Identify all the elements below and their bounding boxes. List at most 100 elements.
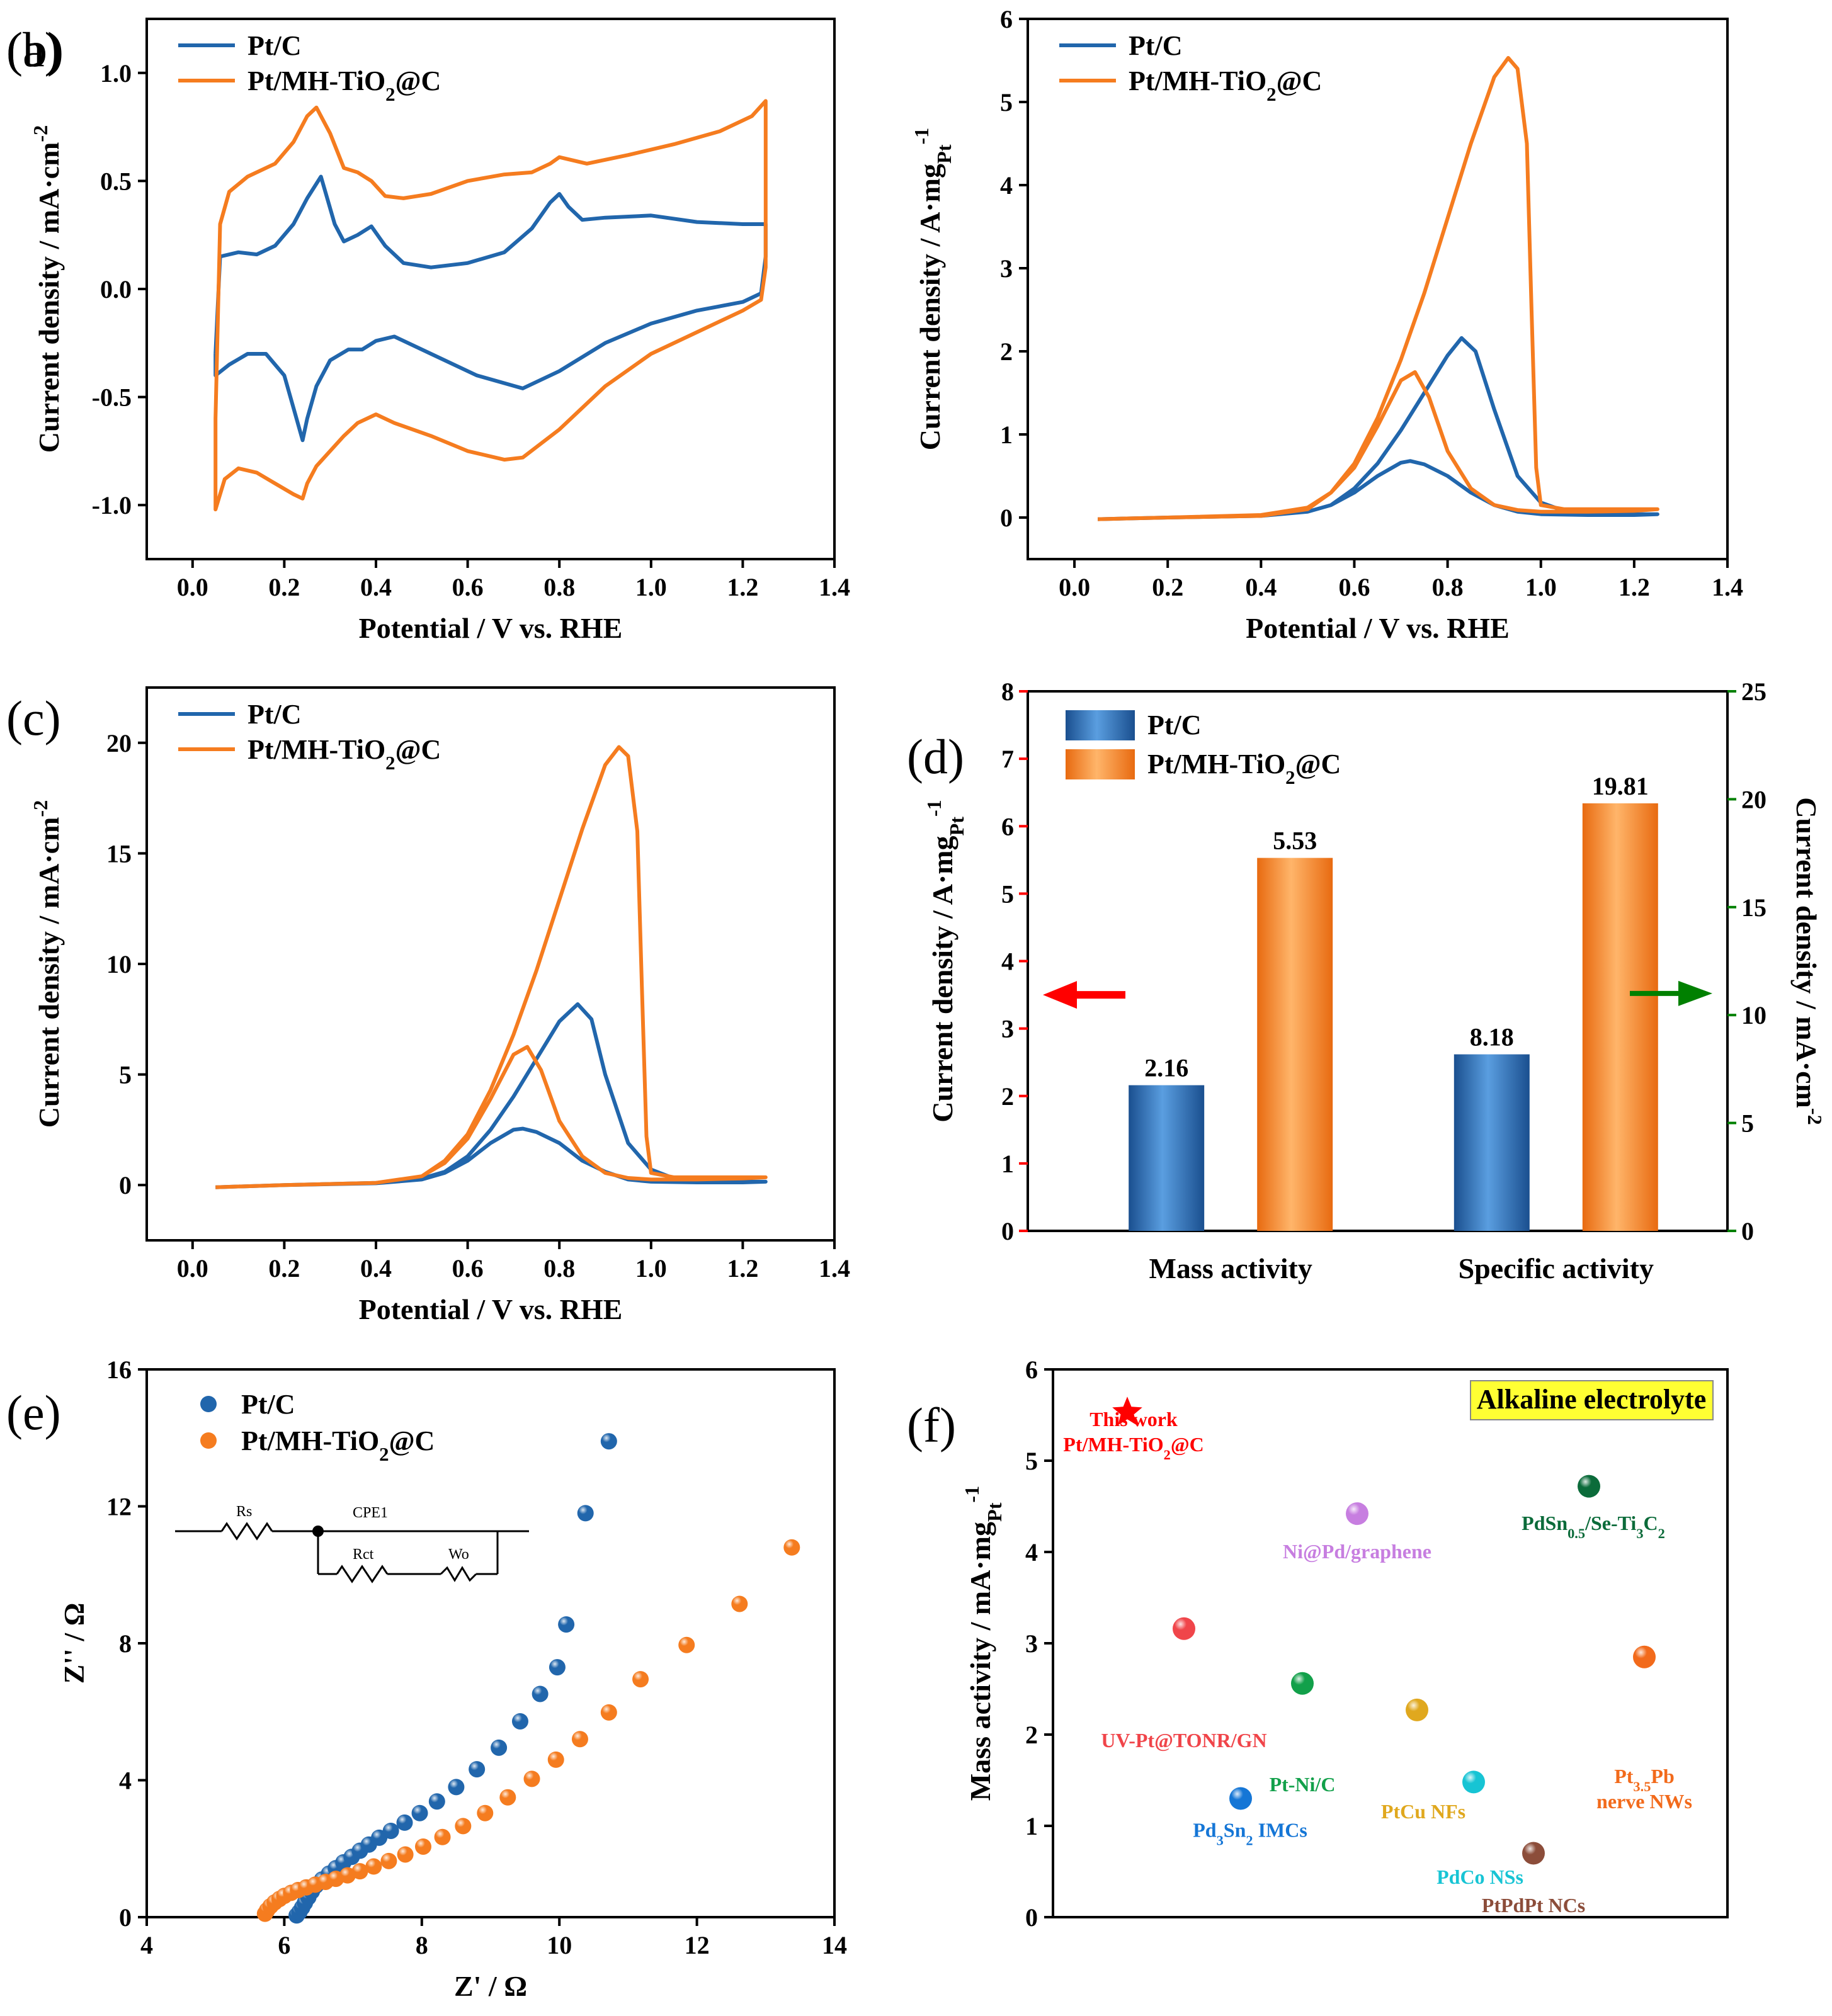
panel-b-axes-frame — [1027, 18, 1729, 560]
panel-c-label: (c) — [6, 691, 61, 745]
panel-a-ytick-label: 0.5 — [100, 167, 132, 195]
panel-e-point-highlight — [558, 1616, 575, 1633]
panel-f-point-highlight — [1578, 1475, 1600, 1498]
circuit-label-cpe1: CPE1 — [353, 1505, 388, 1521]
panel-d-ytick-left-label: 6 — [1001, 812, 1014, 841]
circuit-label-rct: Rct — [353, 1546, 374, 1563]
panel-a-ytick-label: 1.0 — [100, 59, 132, 88]
panel-a-ytick-label: -1.0 — [92, 491, 132, 519]
panel-e-point-highlight — [455, 1818, 472, 1835]
panel-d-ytick-right-label: 10 — [1741, 1001, 1767, 1029]
panel-b-ytick-label: 6 — [1000, 5, 1013, 33]
panel-b-xtick-label: 0.0 — [1059, 573, 1090, 601]
panel-e-ytick-label: 12 — [106, 1493, 132, 1521]
panel-e-xtick-label: 10 — [547, 1931, 572, 1959]
panel-d-ylabel-left: Current density / A·mgPt-1 — [923, 800, 968, 1123]
panel-e-xtick-label: 8 — [416, 1931, 428, 1959]
circuit-label-rs: Rs — [236, 1504, 252, 1520]
panel-a-xtick-label: 1.0 — [635, 573, 667, 601]
panel-c-xtick-label: 0.2 — [268, 1254, 300, 1283]
panel-f-point-highlight — [1462, 1770, 1485, 1794]
panel-f-point-label: PdCo NSs — [1437, 1866, 1523, 1888]
panel-f-point-label: PtCu NFs — [1381, 1800, 1465, 1823]
panel-c-legend-label: Pt/C — [247, 699, 302, 730]
panel-e-label: (e) — [6, 1385, 61, 1440]
panel-e-point-highlight — [380, 1852, 397, 1869]
panel-e-point-highlight — [491, 1739, 508, 1756]
panel-f-ytick-label: 2 — [1025, 1721, 1038, 1749]
panel-e-point-highlight — [351, 1863, 368, 1880]
panel-e-xtick-label: 6 — [278, 1931, 290, 1959]
panel-d-label: (d) — [907, 729, 964, 784]
panel-f-point-this-work — [1112, 1396, 1142, 1425]
panel-f-annotation-box — [1470, 1380, 1714, 1420]
panel-a-ylabel: Current density / mA·cm-2 — [29, 125, 65, 453]
panel-a-xtick-label: 0.2 — [268, 573, 300, 601]
panel-f-annotation: Alkaline electrolyte — [1477, 1384, 1707, 1415]
panel-a-series-pt-mh-tio2-c — [213, 99, 768, 512]
panel-c-xtick-label: 1.2 — [727, 1254, 758, 1283]
panel-e-point-highlight — [469, 1761, 486, 1778]
panel-e-legend-marker — [200, 1396, 217, 1412]
panel-d-category-specific: Specific activity — [1459, 1252, 1654, 1284]
panel-f-ytick-label: 0 — [1025, 1903, 1038, 1932]
panel-a-xtick-label: 0.6 — [452, 573, 484, 601]
panel-c-xtick-label: 0.4 — [360, 1254, 392, 1283]
panel-f-point-highlight — [1346, 1502, 1368, 1526]
panel-e-point-highlight — [549, 1659, 566, 1676]
panel-d-ytick-left-label: 1 — [1001, 1150, 1014, 1178]
panel-d-arrow-left-head — [1043, 981, 1077, 1009]
panel-e-circuit: Rs CPE1 Rct Wo — [175, 1504, 529, 1583]
panel-f-point-label: This work Pt/MH-TiO2@C — [1063, 1408, 1203, 1463]
panel-c-ytick-label: 0 — [119, 1171, 132, 1199]
panel-f-ytick-label: 6 — [1025, 1356, 1038, 1384]
panel-f-ytick-label: 4 — [1025, 1538, 1038, 1566]
panel-e-ytick-label: 0 — [119, 1903, 132, 1932]
circuit-resistor-rs — [220, 1522, 273, 1541]
panel-a-series-pt-c — [213, 174, 768, 443]
panel-e-point-highlight — [499, 1789, 516, 1806]
panel-b-ytick-label: 5 — [1000, 88, 1013, 116]
panel-c-ytick-label: 5 — [119, 1061, 132, 1089]
panel-e-point-highlight — [547, 1751, 564, 1768]
panel-d-ytick-left-label: 5 — [1001, 880, 1014, 908]
panel-e-point-highlight — [523, 1770, 540, 1787]
panel-d-ytick-left-label: 4 — [1001, 948, 1014, 976]
panel-d-ytick-left-label: 0 — [1001, 1217, 1014, 1245]
panel-a-xtick-label: 0.8 — [543, 573, 575, 601]
panel-a-xtick-label: 1.2 — [727, 573, 758, 601]
panel-c-series-pt-c — [215, 1002, 768, 1189]
panel-d-ytick-left-label: 7 — [1001, 745, 1014, 773]
panel-e-ytick-label: 4 — [119, 1767, 132, 1795]
panel-c-xtick-label: 1.0 — [635, 1254, 667, 1283]
panel-d-ytick-left-label: 3 — [1001, 1015, 1014, 1043]
panel-b-xtick-label: 1.0 — [1525, 573, 1557, 601]
panel-d-ytick-left-label: 8 — [1001, 677, 1014, 706]
panel-e-xtick-label: 14 — [822, 1931, 847, 1959]
panel-d-ytick-right-label: 0 — [1741, 1217, 1754, 1245]
panel-c-ylabel: Current density / mA·cm-2 — [29, 800, 65, 1128]
panel-f-point-highlight — [1229, 1787, 1252, 1810]
panel-d-bar-value-label: 5.53 — [1273, 827, 1317, 855]
panel-c-xtick-label: 0.6 — [452, 1254, 484, 1283]
panel-b-label: (b) — [6, 22, 64, 77]
panel-d-arrow-right-head — [1678, 980, 1712, 1006]
panel-a-xlabel: Potential / V vs. RHE — [359, 612, 623, 644]
panel-b-legend-label: Pt/MH-TiO2@C — [1129, 65, 1322, 105]
panel-f-point-label: Pt-Ni/C — [1270, 1773, 1336, 1796]
panel-a-legend-label: Pt/MH-TiO2@C — [247, 65, 441, 105]
panel-e-point-highlight — [434, 1828, 451, 1845]
panel-f-point-label: PdSn0.5/Se-Ti3C2 — [1522, 1512, 1665, 1541]
panel-e-point-highlight — [532, 1685, 549, 1702]
panel-e-point-highlight — [600, 1433, 617, 1450]
panel-f-ytick-label: 3 — [1025, 1629, 1038, 1658]
panel-f-point-highlight — [1173, 1617, 1195, 1640]
panel-f-ylabel: Mass activity / mA·mgPt-1 — [960, 1486, 1006, 1801]
panel-b-ytick-label: 2 — [1000, 337, 1013, 366]
panel-c-legend-label: Pt/MH-TiO2@C — [247, 734, 441, 774]
panel-c-ytick-label: 20 — [106, 729, 132, 757]
panel-c-ytick-label: 15 — [106, 839, 132, 868]
panel-d-ytick-right-label: 25 — [1741, 677, 1767, 706]
